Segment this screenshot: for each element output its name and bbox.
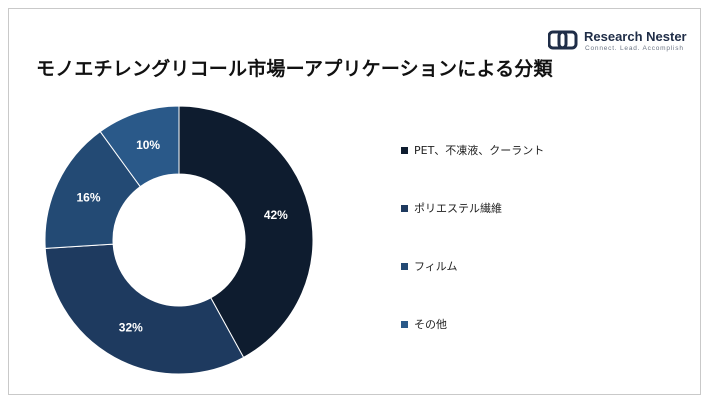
legend-label: PET、不凍液、クーラント xyxy=(414,144,545,157)
legend-swatch xyxy=(401,262,408,270)
legend-label: フィルム xyxy=(414,260,458,273)
slice-value-label: 10% xyxy=(136,138,160,152)
slice-value-label: 42% xyxy=(264,208,288,222)
slice-value-label: 32% xyxy=(119,321,143,335)
legend-item: ポリエステル繊維 xyxy=(401,200,502,216)
logo-mark-icon xyxy=(548,30,578,50)
logo-name: Research Nester xyxy=(584,29,687,44)
legend-item: PET、不凍液、クーラント xyxy=(401,142,544,158)
donut-slice xyxy=(178,105,314,359)
brand-logo: Research Nester Connect. Lead. Accomplis… xyxy=(548,28,687,56)
donut-slice xyxy=(99,105,180,188)
chart-title: モノエチレングリコール市場ーアプリケーションによる分類 xyxy=(36,58,553,80)
donut-slice xyxy=(44,243,245,375)
slice-value-label: 16% xyxy=(77,190,101,204)
legend-swatch xyxy=(401,320,408,328)
legend-label: ポリエステル繊維 xyxy=(414,202,502,215)
legend-swatch xyxy=(401,146,408,154)
legend-swatch xyxy=(401,204,408,212)
legend-item: フィルム xyxy=(401,258,458,274)
legend-label: その他 xyxy=(414,318,447,331)
legend-item: その他 xyxy=(401,316,447,332)
logo-tagline: Connect. Lead. Accomplish xyxy=(585,45,684,52)
